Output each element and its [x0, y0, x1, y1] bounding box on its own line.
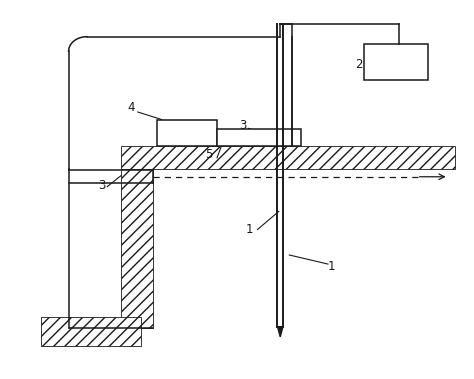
Text: 1: 1: [328, 260, 336, 273]
Bar: [121, 146, 456, 169]
Text: 5: 5: [205, 148, 212, 161]
Polygon shape: [277, 327, 283, 337]
Text: 3: 3: [98, 180, 106, 193]
Text: 1: 1: [246, 223, 254, 236]
Text: 2: 2: [356, 58, 363, 70]
Bar: [217, 130, 301, 146]
Bar: [41, 317, 141, 346]
Text: 4: 4: [128, 101, 135, 114]
Text: 3: 3: [239, 119, 246, 133]
Bar: [121, 169, 153, 328]
Bar: [157, 121, 217, 146]
Bar: [365, 44, 428, 80]
